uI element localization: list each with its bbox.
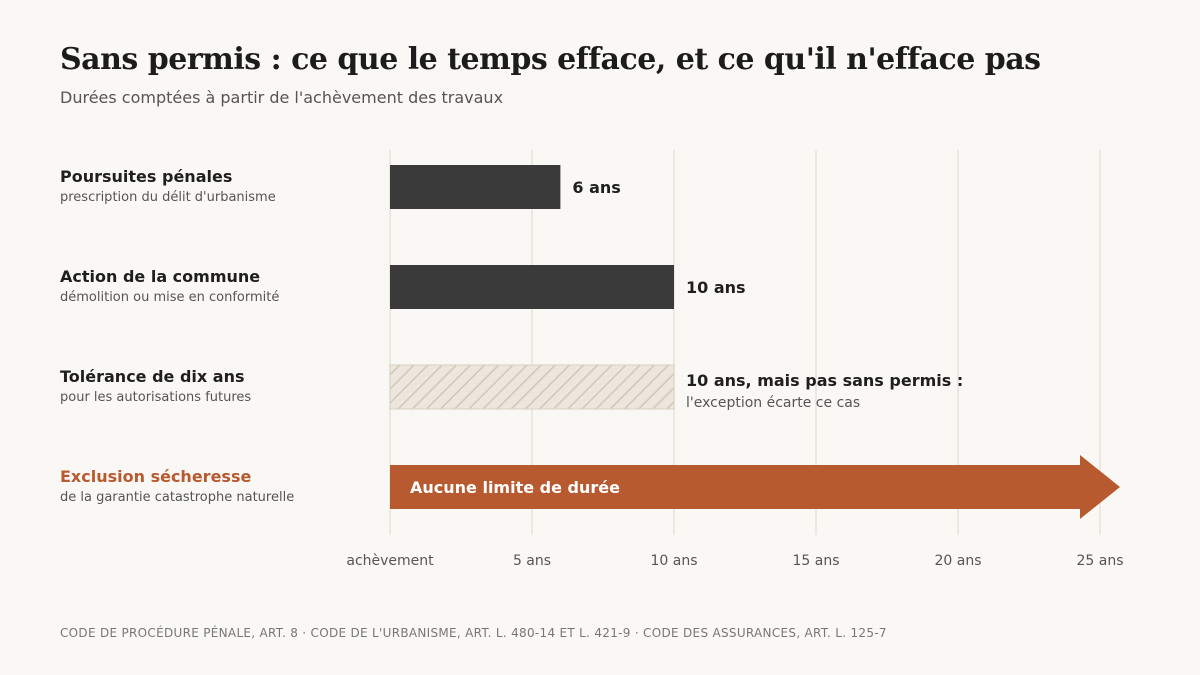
source-footnote: CODE DE PROCÉDURE PÉNALE, ART. 8 · CODE …: [60, 626, 887, 640]
chart-title: Sans permis : ce que le temps efface, et…: [60, 42, 1041, 77]
bar-unbounded-arrow: [390, 455, 1120, 519]
x-tick-label: 20 ans: [934, 553, 981, 569]
bar: [390, 165, 561, 209]
bar-value-label: 6 ans: [572, 178, 620, 197]
row-title: Tolérance de dix ans: [60, 367, 245, 386]
row-subtitle: démolition ou mise en conformité: [60, 290, 280, 305]
row-title: Poursuites pénales: [60, 167, 233, 186]
x-tick-label: 5 ans: [513, 553, 551, 569]
row-label-secheresse: Exclusion sécheresse de la garantie cata…: [60, 467, 360, 505]
row-subtitle: prescription du délit d'urbanisme: [60, 190, 276, 205]
bar-value-label: 10 ans: [686, 278, 746, 297]
chart-subtitle: Durées comptées à partir de l'achèvement…: [60, 88, 504, 107]
row-title: Action de la commune: [60, 267, 261, 286]
row-label-commune: Action de la commune démolition ou mise …: [60, 267, 360, 305]
row-label-poursuites: Poursuites pénales prescription du délit…: [60, 167, 360, 205]
bar-value-label: 10 ans, mais pas sans permis :: [686, 371, 963, 390]
bar-hatched: [389, 364, 675, 410]
x-tick-label: 10 ans: [650, 553, 697, 569]
bar: [390, 265, 674, 309]
bar-note-label: l'exception écarte ce cas: [686, 395, 860, 411]
row-title: Exclusion sécheresse: [60, 467, 252, 486]
bar-value-label: Aucune limite de durée: [410, 478, 620, 497]
x-tick-label: achèvement: [346, 553, 434, 569]
x-tick-label: 25 ans: [1076, 553, 1123, 569]
x-tick-label: 15 ans: [792, 553, 839, 569]
row-label-tolerance: Tolérance de dix ans pour les autorisati…: [60, 367, 360, 405]
row-subtitle: de la garantie catastrophe naturelle: [60, 490, 295, 505]
row-subtitle: pour les autorisations futures: [60, 390, 252, 405]
